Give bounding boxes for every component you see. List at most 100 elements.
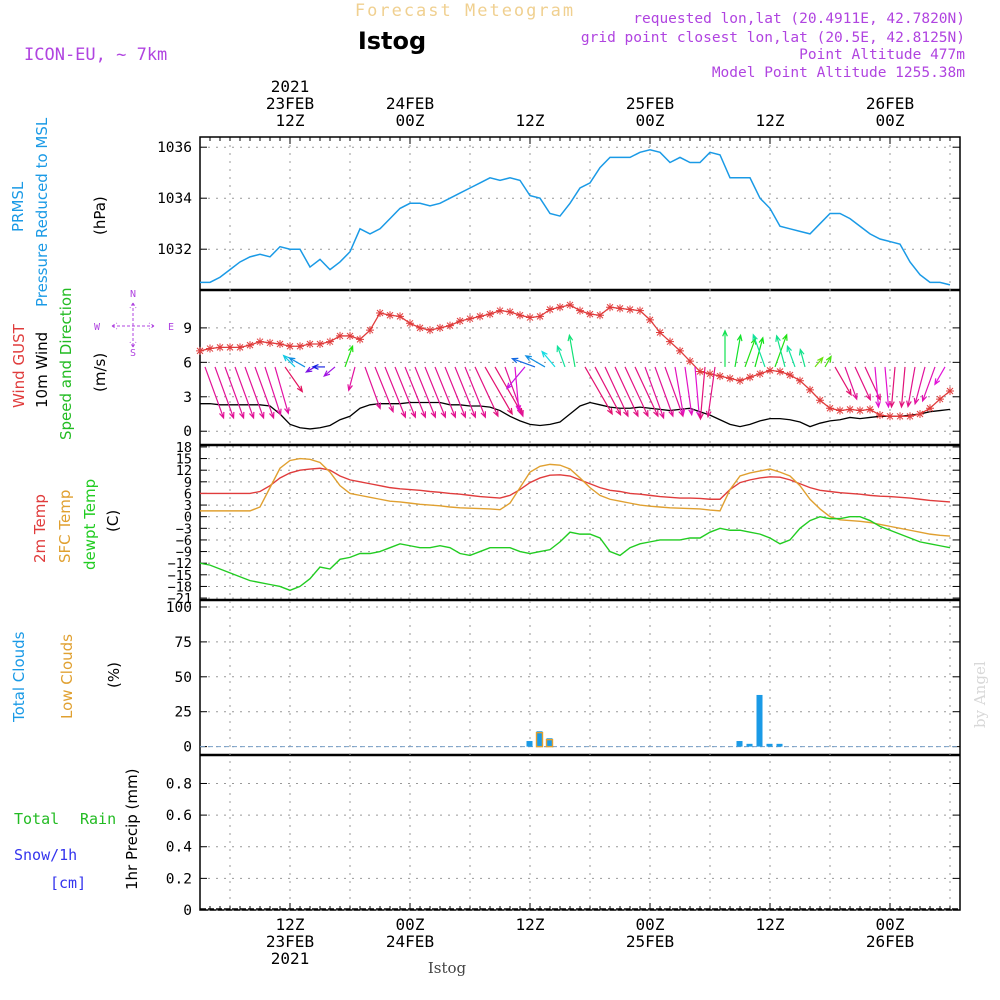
wind-gust-marker [296, 342, 304, 351]
wind-gust-marker [326, 337, 334, 346]
bottom-time-label: 24FEB [386, 932, 434, 951]
top-time-label: 00Z [876, 111, 905, 130]
wind-arrow [854, 366, 871, 402]
wind-tick-label: 9 [183, 321, 192, 337]
wind-arrow [474, 366, 499, 418]
wind-gust-marker [746, 373, 754, 382]
precip-labels: Total Rain Snow/1h [cm] 1hr Precip (mm) [14, 769, 141, 892]
clouds-tick-label: 100 [166, 600, 192, 616]
wind-10m-label: 10m Wind [33, 332, 51, 408]
wind-arrow [505, 366, 526, 390]
wind-arrow [906, 366, 916, 409]
wind-arrow [814, 356, 824, 368]
panel-frames [199, 136, 961, 911]
wind-gust-marker [446, 321, 454, 330]
wind-arrow [556, 344, 566, 368]
wind-arrow [344, 344, 354, 368]
bottom-time-label: 12Z [276, 915, 305, 934]
wind-arrow [234, 366, 255, 420]
clouds-tick-label: 0 [183, 740, 192, 756]
cloud-series [200, 694, 960, 748]
wind-gust-marker [436, 323, 444, 332]
clouds-tick-label: 75 [175, 635, 192, 651]
prmsl-label: PRMSL [9, 181, 27, 232]
compass-north: N [130, 289, 136, 300]
wind-gust-marker [346, 331, 354, 340]
wind-gust-marker [836, 406, 844, 415]
pressure-tick-label: 1034 [157, 191, 192, 207]
wind-arrow [541, 350, 556, 368]
wind-gust-marker [256, 337, 264, 346]
wind-gust-marker [706, 369, 714, 378]
wind-arrow [654, 366, 674, 418]
temp-tick-label: −15 [168, 568, 192, 584]
bottom-time-label: 2021 [271, 949, 310, 968]
pressure-tick-label: 1032 [157, 242, 192, 258]
wind-arrow [364, 366, 382, 410]
bottom-time-label: 00Z [396, 915, 425, 934]
wind-arrow [734, 333, 743, 368]
wind-arrow [204, 366, 225, 420]
top-time-label: 00Z [396, 111, 425, 130]
wind-gust-marker [716, 372, 724, 381]
low-clouds-label: Low Clouds [58, 634, 76, 719]
wind-gust-marker [266, 338, 274, 347]
temp-sfc-label: SFC Temp [56, 490, 74, 563]
wind-arrow [514, 366, 522, 413]
wind-gust-marker [566, 300, 574, 309]
wind-arrow [524, 355, 546, 368]
temp-tick-label: −9 [176, 545, 192, 561]
wind-gust-marker [676, 346, 684, 355]
total-cloud-bar [546, 738, 553, 747]
temp-dewpt-label: dewpt Temp [81, 479, 99, 570]
watermark: by Angel [971, 661, 989, 728]
wind-gust-marker [536, 312, 544, 321]
temp-2m-line [200, 467, 951, 503]
low-cloud-bar [535, 731, 544, 748]
wind-gust-marker [826, 404, 834, 413]
rain-label: Rain [80, 810, 116, 828]
clouds-tick-label: 50 [175, 670, 192, 686]
wind-arrow [567, 333, 576, 368]
wind-gust-marker [936, 395, 944, 404]
pressure-line [200, 148, 951, 286]
total-cloud-bar [536, 731, 543, 747]
top-time-label: 12Z [276, 111, 305, 130]
station-title: Istog [358, 27, 426, 55]
wind-arrow [464, 366, 487, 419]
wind-gust-marker [246, 341, 254, 350]
wind-gust-marker [946, 387, 954, 396]
wind-gust-marker [486, 310, 494, 319]
wind-gust-marker [456, 317, 464, 325]
wind-arrow [752, 333, 766, 368]
bottom-time-label: 00Z [876, 915, 905, 934]
wind-gust-marker [396, 312, 404, 321]
wind-arrow [244, 366, 265, 420]
total-clouds-label: Total Clouds [10, 631, 28, 723]
wind-arrow [824, 355, 832, 368]
wind-arrow [614, 366, 639, 418]
wind-gust-marker [386, 311, 394, 320]
wind-arrow [754, 336, 765, 368]
wind-speed-direction-label: Speed and Direction [57, 287, 75, 440]
wind-gust-marker [496, 306, 504, 315]
wind-arrow [834, 366, 852, 397]
wind-arrow [705, 366, 716, 419]
wind-gust-marker [516, 311, 524, 320]
wind-gust-marker [606, 303, 614, 312]
wind-arrow [374, 366, 394, 414]
wind-arrow [913, 366, 926, 406]
precip-tick-label: 0.6 [166, 808, 192, 824]
model-altitude: Model Point Altitude 1255.38m [712, 65, 965, 81]
wind-unit: (m/s) [91, 353, 109, 392]
wind-gust-marker [576, 306, 584, 315]
cloud-unit: (%) [105, 662, 123, 688]
wind-arrow [454, 366, 477, 419]
temperature-series [199, 457, 951, 592]
pressure-reduced-label: Pressure Reduced to MSL [33, 117, 51, 307]
temp-tick-label: 3 [184, 498, 192, 514]
wind-gust-marker [336, 331, 344, 340]
wind-arrow [722, 329, 728, 367]
pressure-labels: PRMSL Pressure Reduced to MSL (hPa) [9, 117, 109, 307]
